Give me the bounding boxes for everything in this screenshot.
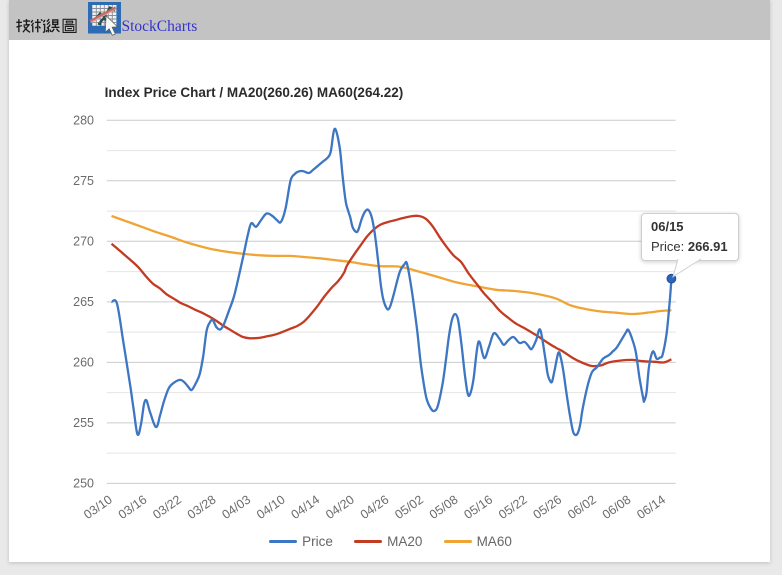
svg-text:270: 270 <box>73 235 94 249</box>
svg-text:03/10: 03/10 <box>81 492 115 521</box>
svg-text:06/08: 06/08 <box>600 492 634 521</box>
svg-text:06/02: 06/02 <box>565 492 599 521</box>
svg-text:05/16: 05/16 <box>461 492 495 521</box>
svg-text:255: 255 <box>73 416 94 430</box>
svg-text:04/03: 04/03 <box>219 492 253 521</box>
svg-text:03/22: 03/22 <box>150 492 184 521</box>
svg-text:06/14: 06/14 <box>634 492 668 521</box>
svg-text:05/02: 05/02 <box>392 492 426 521</box>
svg-text:04/14: 04/14 <box>289 492 323 521</box>
svg-text:04/20: 04/20 <box>323 492 357 521</box>
svg-text:250: 250 <box>73 477 94 491</box>
svg-text:260: 260 <box>73 356 94 370</box>
svg-text:280: 280 <box>73 114 94 128</box>
svg-text:03/16: 03/16 <box>116 492 150 521</box>
svg-text:05/26: 05/26 <box>531 492 565 521</box>
svg-text:05/08: 05/08 <box>427 492 461 521</box>
svg-text:04/10: 04/10 <box>254 492 288 521</box>
svg-text:05/22: 05/22 <box>496 492 530 521</box>
svg-text:275: 275 <box>73 174 94 188</box>
svg-text:265: 265 <box>73 295 94 309</box>
svg-text:04/26: 04/26 <box>358 492 392 521</box>
svg-text:03/28: 03/28 <box>185 492 219 521</box>
